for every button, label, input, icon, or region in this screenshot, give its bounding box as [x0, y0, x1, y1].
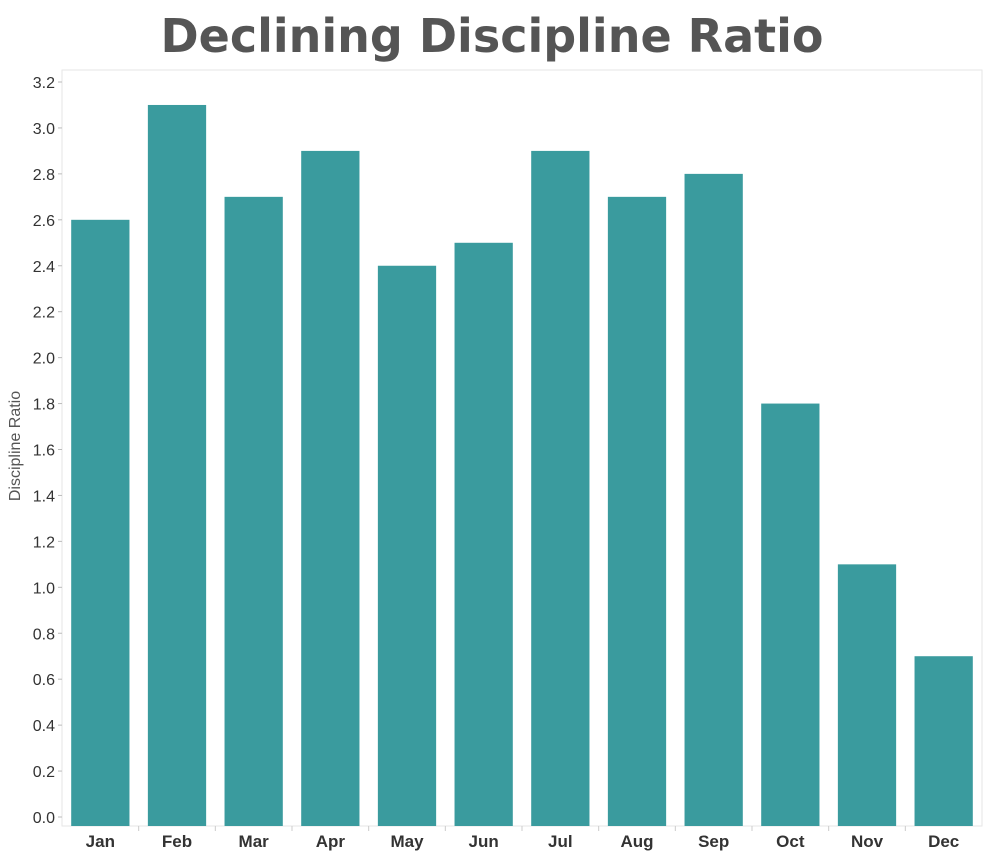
y-tick-label: 2.8 [33, 167, 55, 184]
y-axis-label: Discipline Ratio [7, 391, 24, 501]
x-tick-label: Mar [239, 832, 270, 851]
bar-jun [454, 242, 513, 826]
bar-jan [71, 219, 130, 826]
x-tick-label: Nov [851, 832, 884, 851]
y-tick-label: 1.8 [33, 397, 55, 414]
y-tick-label: 0.4 [33, 718, 55, 735]
x-tick-label: Dec [928, 832, 959, 851]
x-tick-label: Sep [698, 832, 729, 851]
chart-title: Declining Discipline Ratio [160, 9, 823, 63]
y-tick-label: 0.8 [33, 626, 55, 643]
y-tick-label: 2.4 [33, 259, 55, 276]
x-tick-label: Jan [86, 832, 115, 851]
y-axis: 0.0 0.2 0.4 0.6 0.8 1.0 1.2 1.4 1.6 1.8 2.0 2.2 2.4 2… [33, 75, 62, 827]
y-tick-label: 1.6 [33, 443, 55, 460]
x-tick-label: Jul [548, 832, 573, 851]
x-tick-label: Jun [469, 832, 499, 851]
x-tick-label: Feb [162, 832, 192, 851]
y-tick-label: 1.0 [33, 580, 55, 597]
bars-group [71, 104, 973, 826]
y-tick-label: 0.0 [33, 810, 55, 827]
bar-aug [607, 196, 667, 826]
x-axis: Jan Feb Mar Apr May Jun Jul Aug Sep Oct Nov Dec [86, 826, 959, 851]
bar-dec [914, 656, 973, 826]
y-tick-label: 0.6 [33, 672, 55, 689]
y-tick-label: 2.6 [33, 213, 55, 230]
bar-sep [684, 173, 743, 826]
y-tick-label: 3.2 [33, 75, 55, 92]
bar-feb [147, 104, 207, 826]
x-tick-label: Aug [620, 832, 653, 851]
bar-jul [531, 150, 590, 826]
bar-mar [224, 196, 283, 826]
x-tick-label: May [390, 832, 424, 851]
y-tick-label: 2.2 [33, 305, 55, 322]
y-tick-label: 3.0 [33, 121, 55, 138]
bar-oct [761, 403, 820, 826]
x-tick-label: Oct [776, 832, 805, 851]
bar-nov [837, 564, 897, 826]
y-tick-label: 1.4 [33, 488, 55, 505]
bar-may [377, 265, 437, 826]
bar-apr [301, 150, 360, 826]
y-tick-label: 2.0 [33, 351, 55, 368]
y-tick-label: 0.2 [33, 764, 55, 781]
y-tick-label: 1.2 [33, 534, 55, 551]
x-tick-label: Apr [316, 832, 346, 851]
